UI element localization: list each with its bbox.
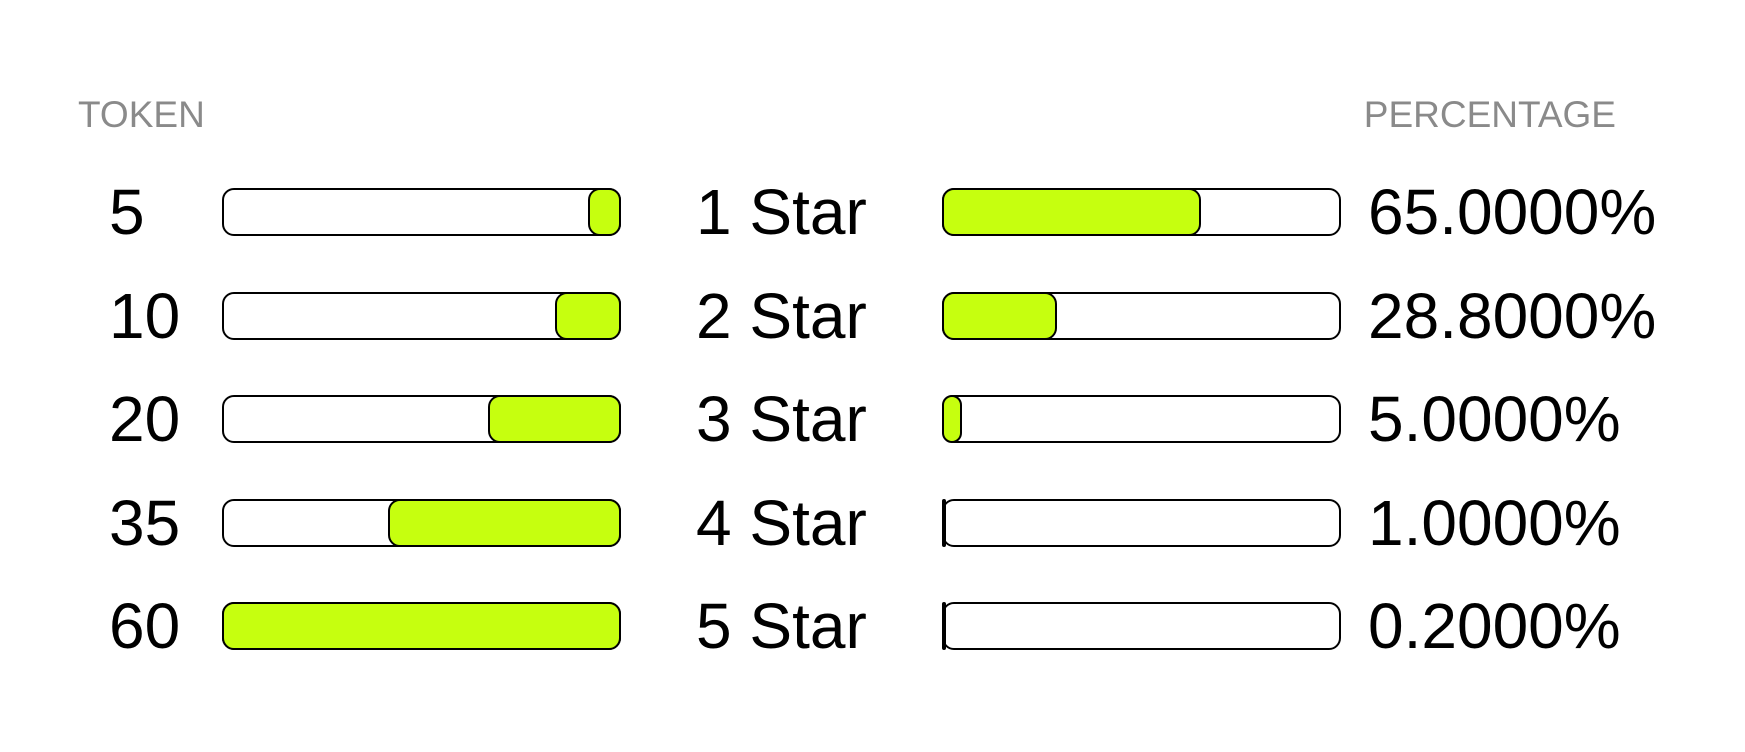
percentage-bar-fill — [942, 291, 1057, 340]
percentage-value: 65.0000% — [1368, 176, 1657, 248]
chart-row: 35 4 Star 1.0000% — [0, 486, 1745, 559]
star-label: 5 Star — [696, 590, 867, 662]
token-bar-track — [222, 498, 621, 547]
token-value: 60 — [109, 590, 181, 662]
token-bar-fill — [388, 498, 621, 547]
percentage-bar-fill — [942, 188, 1202, 236]
percentage-value: 0.2000% — [1368, 590, 1621, 662]
star-label: 4 Star — [696, 486, 867, 559]
token-bar-fill — [488, 395, 621, 443]
percentage-bar-track — [942, 602, 1341, 650]
token-value: 5 — [109, 176, 145, 248]
token-bar-track — [222, 188, 621, 236]
chart-row: 60 5 Star 0.2000% — [0, 590, 1745, 662]
chart-row: 20 3 Star 5.0000% — [0, 383, 1745, 455]
chart-row: 10 2 Star 28.8000% — [0, 279, 1745, 352]
chart-row: 5 1 Star 65.0000% — [0, 176, 1745, 248]
star-label: 3 Star — [696, 383, 867, 455]
token-value: 20 — [109, 383, 181, 455]
star-label: 1 Star — [696, 176, 867, 248]
token-bar-fill — [222, 602, 621, 650]
percentage-bar-fill — [942, 602, 946, 650]
percentage-bar-track — [942, 498, 1341, 547]
percentage-bar-fill — [942, 498, 946, 547]
percentage-header: PERCENTAGE — [1363, 94, 1616, 135]
token-bar-track — [222, 395, 621, 443]
percentage-value: 1.0000% — [1368, 486, 1621, 559]
percentage-value: 28.8000% — [1368, 279, 1657, 352]
token-header: TOKEN — [78, 94, 205, 135]
token-bar-fill — [554, 291, 621, 340]
percentage-bar-track — [942, 188, 1341, 236]
star-label: 2 Star — [696, 279, 867, 352]
token-bar-track — [222, 602, 621, 650]
token-bar-fill — [587, 188, 621, 236]
percentage-value: 5.0000% — [1368, 383, 1621, 455]
percentage-bar-fill — [942, 395, 962, 443]
token-value: 35 — [109, 486, 181, 559]
percentage-bar-track — [942, 291, 1341, 340]
token-value: 10 — [109, 279, 181, 352]
token-bar-track — [222, 291, 621, 340]
percentage-bar-track — [942, 395, 1341, 443]
